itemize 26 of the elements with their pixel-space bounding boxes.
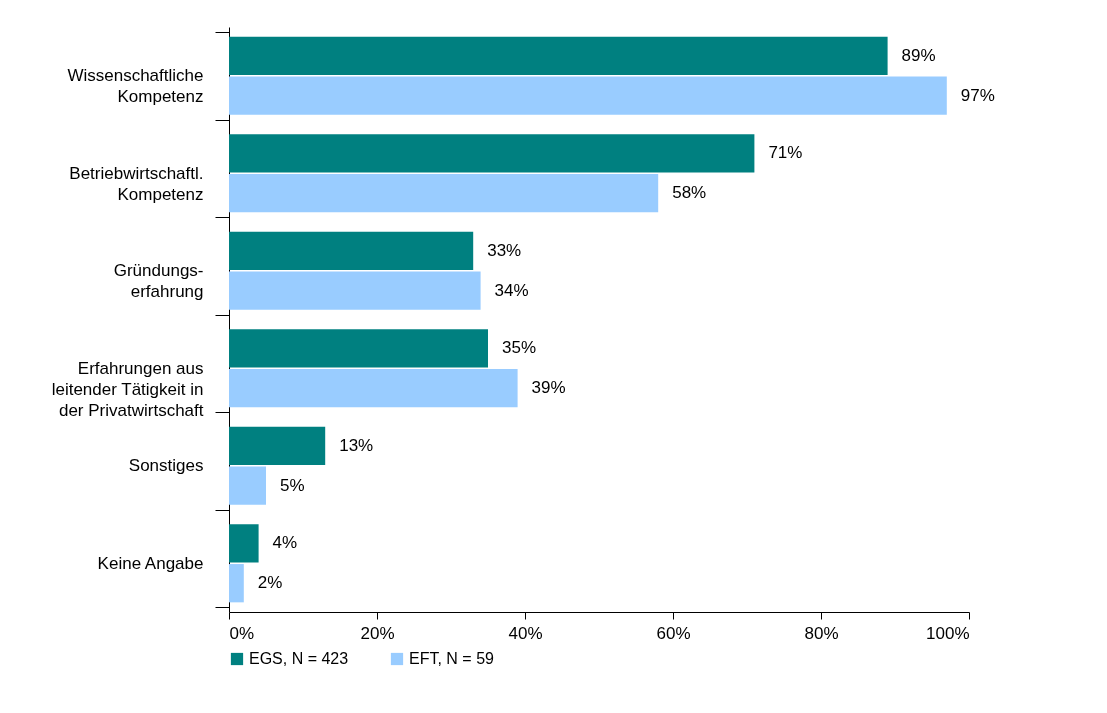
data-label: 4%: [272, 533, 298, 553]
x-tick-label: 0%: [229, 623, 255, 643]
data-label: 35%: [502, 338, 537, 358]
x-tick-label: 60%: [656, 623, 691, 643]
y-tick-label: Betriebwirtschaftl. Kompetenz: [69, 163, 204, 204]
legend-label: EGS, N = 423: [249, 650, 349, 667]
data-label: 13%: [339, 435, 374, 455]
data-label: 39%: [531, 378, 566, 398]
y-tick-label: Sonstiges: [128, 456, 204, 476]
data-label: 97%: [960, 85, 995, 105]
x-tick-label: 20%: [360, 623, 395, 643]
x-tick-label: 80%: [804, 623, 839, 643]
data-label: 33%: [487, 240, 522, 260]
data-label: 2%: [257, 573, 283, 593]
data-label: 89%: [901, 45, 936, 65]
legend-label: EFT, N = 59: [409, 650, 495, 667]
data-label: 34%: [494, 280, 529, 300]
y-tick-label: Erfahrungen aus leitender Tätigkeit in der Privatwirtschaft: [51, 358, 204, 420]
x-tick-label: 40%: [508, 623, 543, 643]
y-tick-label: Gründungs- erfahrung: [113, 261, 204, 302]
x-tick-label: 100%: [926, 623, 970, 643]
data-label: 58%: [672, 183, 707, 203]
y-tick-label: Wissenschaftliche Kompetenz: [67, 66, 204, 107]
data-label: 71%: [768, 143, 803, 163]
data-label: 5%: [280, 475, 305, 495]
y-tick-label: Keine Angabe: [97, 553, 204, 573]
